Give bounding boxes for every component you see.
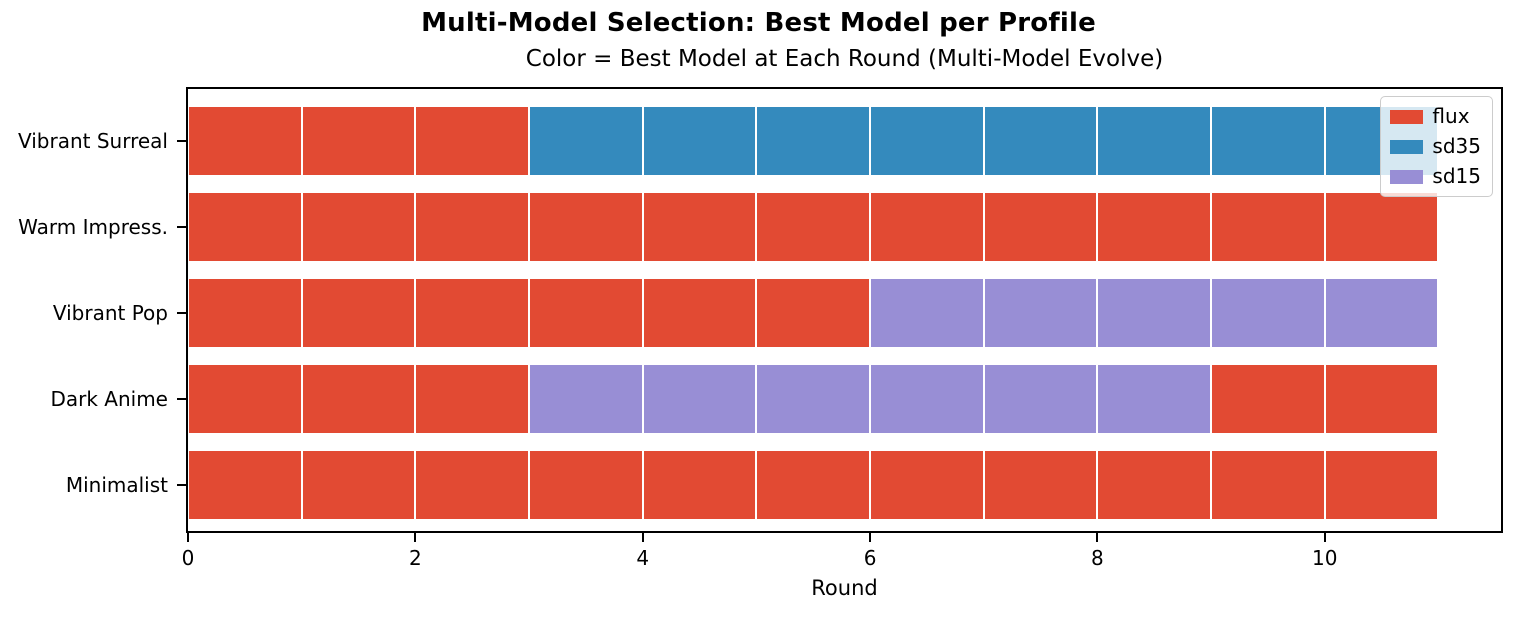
y-tick-mark: [177, 226, 186, 228]
bar-segment: [415, 365, 530, 433]
x-tick-mark: [1096, 533, 1099, 542]
bar-segment: [1211, 279, 1325, 347]
x-tick-mark: [187, 533, 189, 542]
bar-segment: [529, 107, 643, 175]
bar-segment: [1097, 279, 1212, 347]
legend-label: flux: [1432, 104, 1470, 128]
x-tick-label: 8: [1091, 546, 1104, 570]
bar-segment: [188, 107, 302, 175]
bar-segment: [1097, 193, 1212, 261]
x-tick-label: 2: [408, 546, 422, 570]
bar-segment: [642, 365, 757, 433]
x-tick-mark: [869, 533, 872, 542]
bar-segment: [529, 193, 643, 261]
bar-segment: [983, 451, 1098, 519]
y-tick-mark: [177, 398, 186, 400]
bar-segment: [756, 365, 871, 433]
bar-segment: [983, 107, 1098, 175]
bar-segment: [1324, 365, 1439, 433]
bar-segment: [529, 279, 643, 347]
chart-subtitle: Color = Best Model at Each Round (Multi-…: [525, 46, 1164, 72]
legend-label: sd35: [1432, 134, 1481, 158]
bar-segment: [1097, 365, 1212, 433]
y-tick-label: Vibrant Pop: [52, 301, 168, 325]
bar-segment: [1211, 451, 1325, 519]
bar-segment: [188, 365, 302, 433]
bar-segment: [1097, 107, 1212, 175]
bar-segment: [1211, 193, 1325, 261]
y-tick-label: Warm Impress.: [18, 215, 168, 239]
bar-segment: [188, 193, 302, 261]
bar-segment: [1324, 279, 1439, 347]
legend: flux sd35 sd15: [1380, 96, 1493, 197]
bar-segment: [301, 193, 416, 261]
bar-segment: [642, 451, 757, 519]
bar-segment: [529, 451, 643, 519]
y-tick-label: Dark Anime: [50, 387, 168, 411]
bar-segment: [188, 279, 302, 347]
x-tick-mark: [414, 533, 417, 542]
x-tick-mark: [1323, 533, 1326, 542]
y-tick-mark: [177, 140, 186, 142]
legend-item: flux: [1390, 105, 1481, 128]
x-tick-label: 4: [636, 546, 650, 570]
bar-segment: [529, 365, 643, 433]
plot-area: flux sd35 sd15: [186, 87, 1503, 533]
legend-item: sd35: [1390, 135, 1481, 158]
bar-segment: [301, 365, 416, 433]
bar-segment: [1324, 451, 1439, 519]
bar-segment: [756, 451, 871, 519]
bar-segment: [301, 107, 416, 175]
legend-label: sd15: [1432, 164, 1481, 188]
bar-segment: [870, 279, 984, 347]
bar-segment: [870, 451, 984, 519]
bar-segment: [415, 279, 530, 347]
bar-segment: [756, 279, 871, 347]
bar-segment: [1324, 193, 1439, 261]
x-tick-label: 10: [1312, 546, 1338, 570]
bar-segment: [1211, 107, 1325, 175]
legend-swatch-sd15: [1390, 169, 1424, 184]
chart-title: Multi-Model Selection: Best Model per Pr…: [421, 8, 1096, 38]
x-tick-mark: [641, 533, 644, 542]
bar-segment: [756, 193, 871, 261]
bar-segment: [301, 451, 416, 519]
bar-segment: [870, 193, 984, 261]
bar-segment: [983, 279, 1098, 347]
bar-segment: [870, 107, 984, 175]
x-tick-label: 0: [181, 546, 195, 570]
bar-segment: [188, 451, 302, 519]
y-tick-label: Minimalist: [65, 473, 168, 497]
legend-item: sd15: [1390, 165, 1481, 188]
bar-segment: [983, 365, 1098, 433]
legend-swatch-flux: [1390, 109, 1424, 124]
x-axis-label: Round: [811, 576, 878, 600]
y-tick-mark: [177, 484, 186, 486]
bar-segment: [756, 107, 871, 175]
legend-swatch-sd35: [1390, 139, 1424, 154]
bar-segment: [870, 365, 984, 433]
bar-segment: [642, 107, 757, 175]
bar-segment: [642, 279, 757, 347]
y-tick-mark: [177, 312, 186, 314]
bar-segment: [415, 193, 530, 261]
bar-segment: [1097, 451, 1212, 519]
bar-segment: [415, 451, 530, 519]
y-tick-label: Vibrant Surreal: [18, 129, 168, 153]
x-tick-label: 6: [863, 546, 877, 570]
bar-segment: [301, 279, 416, 347]
bar-segment: [1211, 365, 1325, 433]
bar-segment: [415, 107, 530, 175]
bar-segment: [642, 193, 757, 261]
bar-segment: [983, 193, 1098, 261]
